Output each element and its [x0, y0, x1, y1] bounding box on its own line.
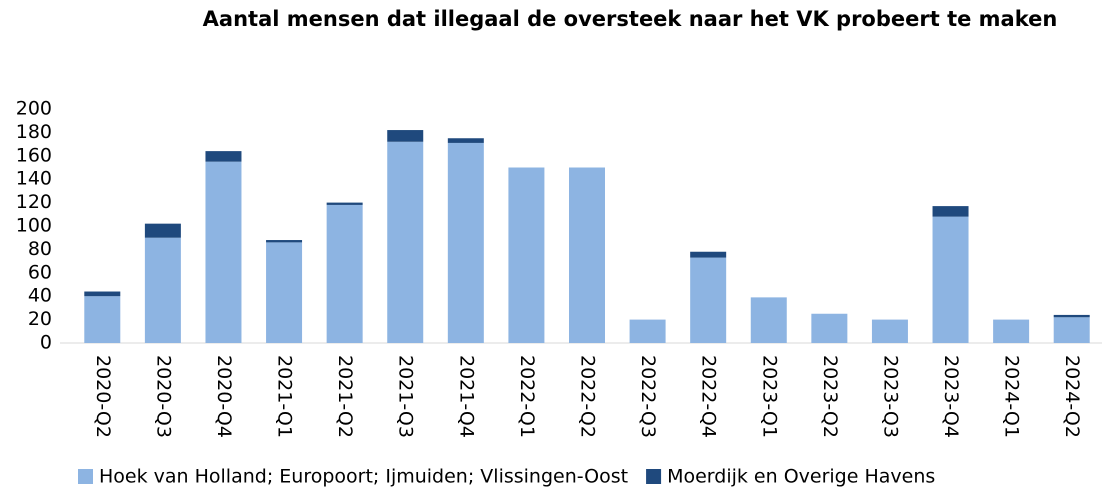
chart-title: Aantal mensen dat illegaal de oversteek … [202, 7, 1058, 31]
bar-segment [508, 167, 545, 343]
x-tick-label: 2022-Q4 [698, 355, 720, 438]
x-tick-label: 2022-Q1 [516, 355, 538, 438]
y-tick-label: 100 [16, 215, 52, 237]
y-tick-label: 160 [16, 144, 52, 166]
bar-segment [144, 237, 181, 343]
y-tick-label: 40 [28, 285, 52, 307]
bar-segment [84, 291, 121, 297]
x-tick-label: 2020-Q2 [92, 355, 114, 438]
x-tick-label: 2023-Q3 [879, 355, 901, 438]
bar-segment [205, 161, 242, 343]
bar-segment [387, 141, 424, 343]
bar-segment [387, 130, 424, 142]
legend-swatch [646, 469, 662, 484]
x-tick-label: 2020-Q3 [152, 355, 174, 438]
y-tick-label: 180 [16, 121, 52, 143]
bar-segment [932, 206, 969, 217]
y-tick-label: 120 [16, 191, 52, 213]
y-tick-label: 0 [40, 332, 52, 354]
x-tick-label: 2021-Q3 [395, 355, 417, 438]
bar-segment [932, 216, 969, 343]
bar-segment [326, 204, 363, 343]
x-tick-label: 2023-Q1 [758, 355, 780, 438]
bar-segment [871, 319, 908, 343]
legend-swatch [78, 469, 93, 484]
bar-segment [569, 167, 605, 343]
y-tick-label: 200 [16, 98, 52, 120]
x-tick-label: 2024-Q2 [1061, 355, 1083, 438]
y-tick-label: 20 [28, 308, 52, 330]
bar-segment [690, 257, 727, 343]
y-tick-label: 60 [28, 261, 52, 283]
bar-segment [205, 151, 242, 162]
bar-segment [750, 297, 787, 343]
bar-segment [811, 313, 848, 343]
bar-segment [447, 142, 484, 343]
bar-segment [266, 242, 303, 343]
y-tick-label: 80 [28, 238, 52, 260]
x-tick-label: 2022-Q2 [577, 355, 599, 438]
bar-segment [266, 240, 303, 243]
x-tick-label: 2022-Q3 [637, 355, 659, 438]
x-tick-label: 2020-Q4 [213, 355, 235, 438]
legend-label: Moerdijk en Overige Havens [667, 466, 935, 488]
x-tick-label: 2021-Q2 [334, 355, 356, 438]
bar-segment [1053, 317, 1090, 343]
x-tick-label: 2021-Q4 [455, 355, 477, 438]
x-tick-label: 2024-Q1 [1001, 355, 1023, 438]
bar-segment [326, 202, 363, 205]
y-tick-label: 140 [16, 168, 52, 190]
bar-segment [144, 223, 181, 238]
x-tick-label: 2021-Q1 [274, 355, 296, 438]
x-tick-label: 2023-Q4 [940, 355, 962, 438]
bar-segment [993, 319, 1030, 343]
legend-label: Hoek van Holland; Europoort; Ijmuiden; V… [99, 466, 628, 488]
bar-segment [629, 319, 666, 343]
x-tick-label: 2023-Q2 [819, 355, 841, 438]
bar-segment [447, 138, 484, 143]
bar-segment [84, 296, 121, 343]
bar-segment [1053, 314, 1090, 318]
bar-segment [690, 251, 727, 258]
